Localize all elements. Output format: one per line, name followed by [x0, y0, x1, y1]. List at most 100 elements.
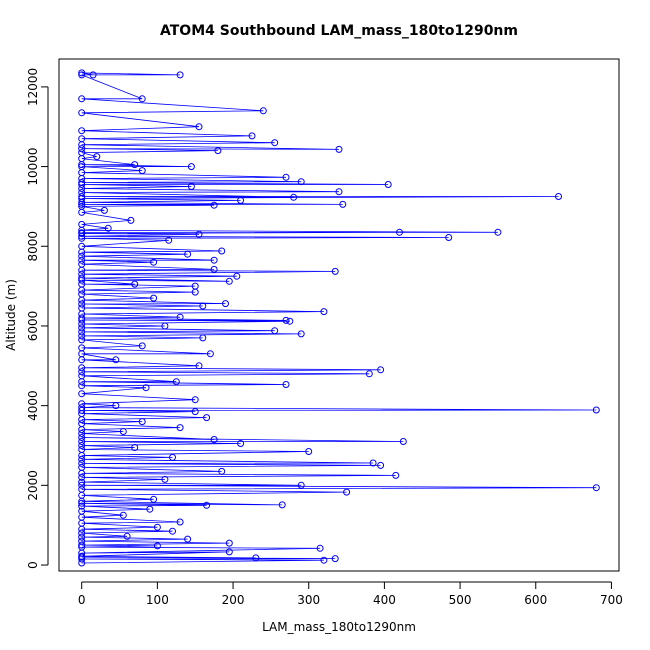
data-point-145	[195, 230, 203, 238]
data-point-12	[78, 541, 86, 549]
data-point-192	[78, 127, 86, 135]
data-point-81	[282, 381, 290, 388]
data-point-43	[392, 471, 400, 479]
data-point-27	[146, 505, 154, 513]
data-point-65	[176, 424, 184, 432]
data-point-194	[78, 109, 86, 117]
data-point-50	[78, 455, 86, 463]
data-point-157	[210, 201, 218, 209]
data-point-186	[78, 145, 86, 153]
data-point-23	[176, 518, 184, 526]
data-point-38	[78, 481, 86, 489]
data-point-45	[218, 467, 226, 475]
data-point-100	[78, 328, 86, 336]
y-tick-label-4: 8000	[26, 231, 40, 262]
data-point-94	[78, 344, 86, 352]
data-point-128	[78, 270, 86, 278]
y-tick-label-3: 6000	[26, 311, 40, 342]
data-point-149	[494, 228, 502, 236]
data-point-15	[184, 535, 192, 543]
data-point-29	[203, 501, 211, 509]
data-point-26	[78, 507, 86, 515]
data-point-57	[237, 440, 245, 447]
data-point-99	[297, 330, 305, 338]
data-point-111	[320, 308, 328, 316]
data-point-79	[142, 384, 150, 392]
data-point-126	[78, 274, 86, 282]
data-point-25	[119, 511, 127, 519]
data-point-47	[377, 461, 385, 469]
data-point-9	[316, 544, 324, 552]
data-point-137	[184, 250, 192, 258]
data-point-36	[78, 485, 86, 493]
data-point-129	[331, 267, 339, 275]
x-tick-label-5: 500	[449, 593, 472, 607]
y-axis: 0 2000 4000 6000 8000 10000 12000	[26, 68, 49, 569]
data-point-93	[206, 350, 214, 358]
data-point-187	[335, 145, 343, 153]
data-point-201	[89, 71, 97, 79]
data-point-107	[282, 316, 290, 324]
data-point-88	[78, 364, 86, 372]
data-point-191	[248, 132, 256, 140]
plot-frame	[58, 58, 620, 572]
data-point-18	[78, 529, 86, 537]
data-point-19	[169, 527, 176, 535]
data-point-140	[78, 242, 86, 250]
data-point-49	[369, 459, 377, 467]
data-point-151	[104, 224, 112, 232]
data-point-153	[127, 216, 135, 224]
data-point-103	[161, 322, 169, 330]
data-point-181	[131, 161, 139, 169]
y-tick-label-0: 0	[26, 561, 40, 569]
data-point-35	[343, 488, 351, 496]
data-point-143	[445, 234, 453, 241]
data-point-156	[78, 202, 86, 210]
data-point-123	[131, 280, 139, 288]
data-point-184	[78, 149, 86, 157]
data-point-148	[78, 229, 86, 237]
series-points	[78, 69, 600, 567]
data-point-141	[165, 236, 173, 244]
data-point-102	[78, 324, 86, 332]
data-point-54	[78, 446, 86, 453]
data-point-87	[377, 366, 385, 374]
y-tick-label-2: 4000	[26, 390, 40, 421]
data-point-48	[78, 459, 86, 467]
data-point-121	[191, 282, 199, 290]
data-point-76	[78, 400, 86, 408]
data-point-75	[112, 402, 120, 410]
data-point-165	[290, 193, 298, 201]
data-point-85	[365, 370, 373, 378]
y-axis-label: Altitude (m)	[4, 279, 18, 351]
data-point-198	[78, 71, 86, 79]
data-point-53	[305, 448, 313, 455]
y-tick-label-6: 12000	[26, 68, 40, 106]
data-point-14	[78, 537, 86, 545]
x-tick-label-6: 600	[524, 593, 547, 607]
data-point-200	[78, 69, 86, 77]
data-point-105	[286, 317, 294, 325]
data-point-114	[78, 300, 86, 308]
data-point-190	[78, 135, 86, 143]
data-point-95	[138, 342, 146, 350]
series-line-0	[81, 72, 597, 564]
data-point-13	[225, 539, 233, 547]
data-point-67	[138, 418, 146, 426]
data-point-189	[271, 139, 279, 147]
data-point-69	[203, 414, 211, 422]
data-point-46	[78, 463, 86, 471]
data-point-11	[153, 542, 161, 550]
data-point-89	[195, 362, 203, 370]
data-point-63	[119, 428, 127, 435]
data-point-133	[150, 258, 158, 266]
data-point-58	[78, 438, 86, 445]
data-point-91	[112, 356, 120, 364]
data-point-51	[169, 453, 176, 461]
data-point-115	[222, 300, 229, 308]
data-point-147	[396, 228, 403, 236]
x-tick-label-2: 200	[222, 593, 245, 607]
data-point-185	[214, 147, 222, 155]
data-point-62	[78, 430, 86, 437]
